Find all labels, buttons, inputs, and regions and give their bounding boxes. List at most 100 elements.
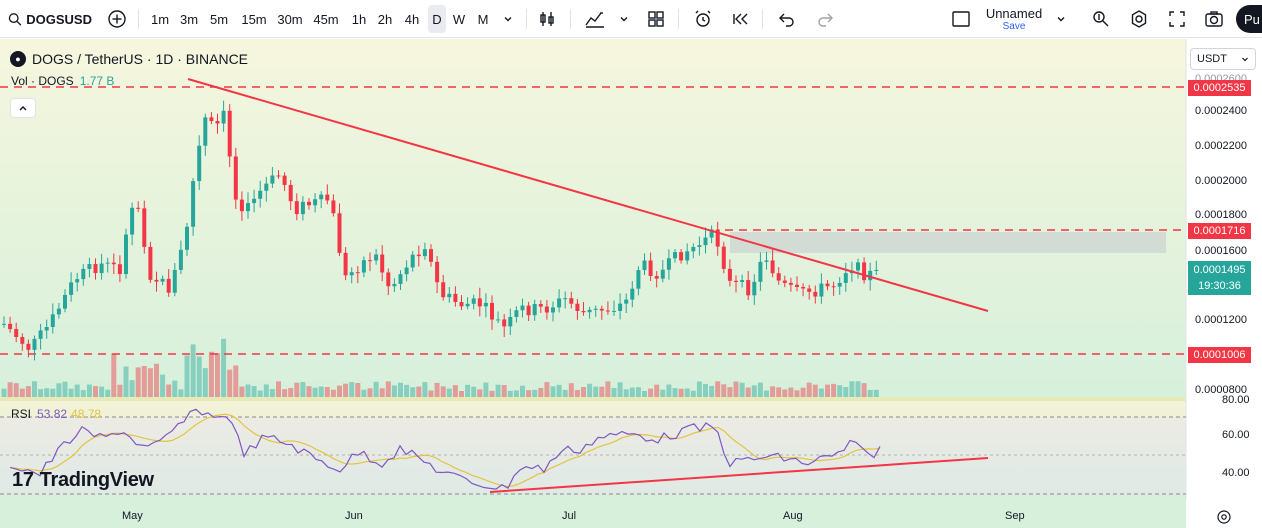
layout-name: Unnamed (985, 6, 1043, 21)
collapse-legend-button[interactable] (10, 98, 36, 118)
candle-body (557, 298, 562, 308)
symbol-search[interactable]: DOGSUSD (8, 5, 92, 33)
volume-bar (861, 383, 867, 397)
interval-15m[interactable]: 15m (241, 11, 267, 27)
volume-bar (648, 388, 654, 397)
volume-bar (154, 363, 159, 397)
compare-symbol-button[interactable] (104, 5, 130, 33)
volume-bar (13, 383, 19, 397)
candle-body (612, 310, 616, 312)
volume-bar (446, 388, 452, 397)
candle-body (300, 201, 305, 215)
volume-bar (843, 387, 849, 397)
volume-bar (532, 389, 538, 397)
candle-body (520, 305, 525, 311)
alert-button[interactable] (690, 5, 716, 33)
interval-1m[interactable]: 1m (150, 11, 170, 27)
candle-body (514, 310, 519, 317)
volume-bar (654, 384, 660, 397)
volume-bar (410, 387, 416, 397)
templates-button[interactable] (643, 5, 669, 33)
layout-name-button[interactable]: Unnamed Save (978, 6, 1050, 33)
volume-bar (550, 386, 556, 397)
layout-dropdown[interactable] (1052, 5, 1070, 33)
price-badge-top[interactable]: 0.0002535 (1188, 80, 1251, 96)
indicators-dropdown[interactable] (614, 5, 634, 33)
volume-bar (178, 389, 184, 397)
last-price-badge[interactable]: 0.0001495 19:30:36 (1188, 261, 1251, 295)
undo-button[interactable] (774, 5, 800, 33)
volume-bar (367, 388, 373, 397)
candle-body (319, 194, 324, 200)
rsi-label: RSI (11, 407, 32, 421)
candle-body (337, 213, 342, 253)
candle-body (435, 261, 440, 283)
volume-bar (837, 385, 843, 397)
intervals-dropdown[interactable] (498, 5, 518, 33)
volume-bar (38, 389, 44, 397)
quick-search-button[interactable] (1088, 5, 1114, 33)
volume-bar (513, 390, 519, 397)
volume-bar (123, 366, 129, 397)
currency-select[interactable]: USDT (1190, 48, 1256, 70)
candle-body (526, 305, 531, 316)
chart-settings-button[interactable] (1216, 509, 1232, 528)
legend-title[interactable]: DOGS / TetherUS · 1D · BINANCE (32, 51, 249, 67)
volume-bar (745, 387, 751, 397)
replay-button[interactable] (728, 5, 754, 33)
interval-5m[interactable]: 5m (209, 11, 229, 27)
settings-button[interactable] (1126, 5, 1152, 33)
rsi-legend[interactable]: RSI 53.82 48.78 (11, 407, 101, 421)
interval-d[interactable]: D (428, 5, 446, 33)
time-label-sep: Sep (1005, 510, 1025, 522)
publish-button[interactable]: Pu (1236, 5, 1262, 33)
candle-body (508, 316, 513, 327)
volume-bar (672, 388, 678, 397)
volume-legend[interactable]: Vol · DOGS 1.77 B (11, 74, 114, 88)
candle-body (404, 267, 409, 275)
tradingview-watermark[interactable]: 17 TradingView (12, 469, 154, 492)
fullscreen-button[interactable] (1164, 5, 1190, 33)
chart-area[interactable]: ● DOGS / TetherUS · 1D · BINANCE Vol · D… (0, 39, 1262, 528)
volume-bar (593, 386, 599, 397)
candle-body (117, 264, 122, 275)
candle-body (660, 269, 665, 279)
candle-body (429, 249, 433, 262)
candle-body (233, 156, 238, 200)
volume-bar (50, 388, 56, 397)
interval-3m[interactable]: 3m (179, 11, 199, 27)
volume-bar (129, 380, 135, 397)
interval-1h[interactable]: 1h (351, 11, 367, 27)
snapshot-button[interactable] (1201, 5, 1227, 33)
candle-body (264, 183, 269, 191)
volume-bar (166, 384, 172, 397)
candle-body (441, 282, 446, 298)
price-tick: 0.0002200 (1195, 140, 1247, 152)
volume-bar (68, 388, 74, 397)
interval-2h[interactable]: 2h (377, 11, 393, 27)
indicators-button[interactable] (582, 5, 608, 33)
volume-bar (56, 383, 62, 397)
candle-body (105, 262, 110, 264)
volume-bar (251, 385, 257, 397)
candle-body (178, 249, 183, 270)
interval-w[interactable]: W (452, 11, 466, 27)
candle-body (459, 302, 464, 307)
interval-4h[interactable]: 4h (404, 11, 420, 27)
volume-bar (19, 388, 25, 397)
price-chart[interactable] (0, 39, 1262, 528)
redo-button[interactable] (812, 5, 838, 33)
chart-type-button[interactable] (534, 5, 560, 33)
candle-body (416, 254, 421, 257)
candle-body (203, 117, 208, 146)
candle-body (453, 293, 458, 303)
redo-icon (818, 13, 833, 27)
price-badge-mid[interactable]: 0.0001716 (1188, 223, 1251, 239)
volume-bar (623, 389, 629, 397)
interval-45m[interactable]: 45m (313, 11, 339, 27)
volume-bar (105, 389, 111, 397)
price-badge-low[interactable]: 0.0001006 (1188, 347, 1251, 363)
layout-checkbox[interactable] (948, 5, 974, 33)
interval-30m[interactable]: 30m (277, 11, 303, 27)
interval-m[interactable]: M (477, 11, 489, 27)
